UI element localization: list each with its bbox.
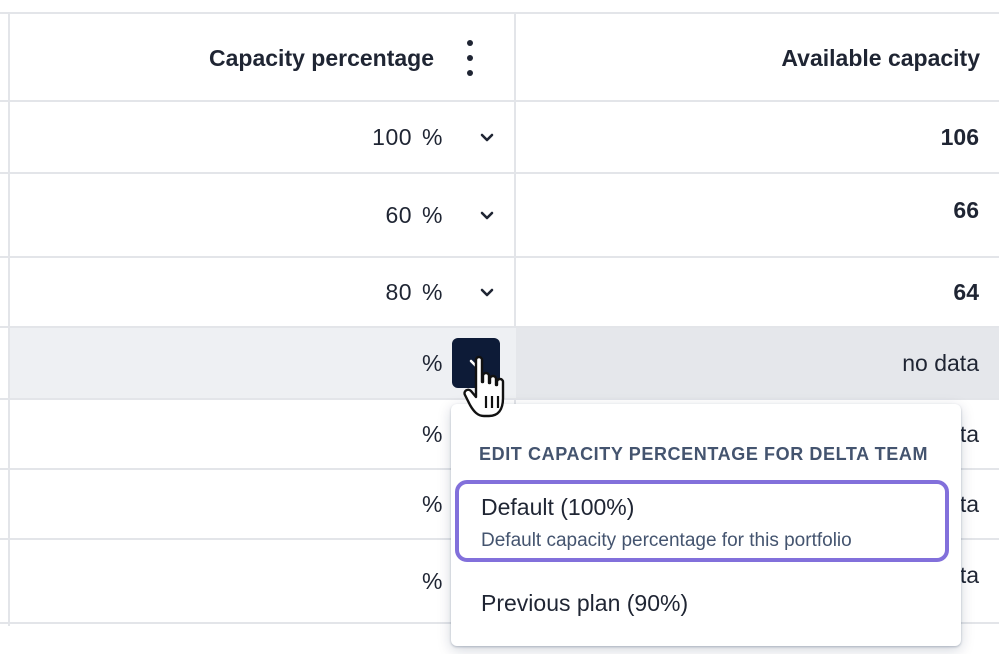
capacity-percentage-cell: 80 % xyxy=(385,258,443,326)
percent-value: 80 xyxy=(385,278,413,305)
available-capacity-cell: ta xyxy=(959,420,979,447)
column-header-label: Available capacity xyxy=(781,44,980,71)
column-divider xyxy=(514,12,516,626)
table-row: % ta xyxy=(10,540,999,622)
more-vertical-icon[interactable] xyxy=(458,38,482,78)
available-capacity-cell-bg xyxy=(516,328,999,398)
table-row: 60 % 66 xyxy=(10,174,999,256)
table-row: % ta xyxy=(10,400,999,468)
percent-sign: % xyxy=(422,123,443,150)
percent-value: 100 xyxy=(372,123,413,150)
available-capacity-cell: ta xyxy=(959,490,979,517)
available-capacity-cell: no data xyxy=(902,349,979,376)
percent-sign: % xyxy=(422,278,443,305)
capacity-percentage-cell: % xyxy=(412,470,443,538)
capacity-percentage-cell: 100 % xyxy=(372,102,443,172)
column-header-label: Capacity percentage xyxy=(209,44,434,71)
percent-value: 60 xyxy=(385,201,413,228)
percent-sign: % xyxy=(422,420,443,447)
option-default[interactable]: Default (100%) Default capacity percenta… xyxy=(455,480,949,562)
available-capacity-cell: 106 xyxy=(940,123,979,150)
option-previous-plan[interactable]: Previous plan (90%) xyxy=(455,582,949,626)
table-header xyxy=(10,14,999,102)
table-row-hovered: % no data xyxy=(10,328,999,398)
chevron-down-icon[interactable] xyxy=(464,269,510,315)
available-capacity-cell: 66 xyxy=(953,196,979,223)
table-row: 100 % 106 xyxy=(10,102,999,172)
table-left-border xyxy=(8,12,10,626)
table-top-border xyxy=(0,12,999,14)
table-row: 80 % 64 xyxy=(10,258,999,326)
capacity-percentage-dropdown: EDIT CAPACITY PERCENTAGE FOR DELTA TEAM … xyxy=(451,404,961,646)
capacity-percentage-cell: 60 % xyxy=(385,174,443,256)
column-header-available-capacity[interactable]: Available capacity xyxy=(516,14,980,102)
table-row: % ta xyxy=(10,470,999,538)
percent-sign: % xyxy=(422,490,443,517)
percent-sign: % xyxy=(422,567,443,594)
available-capacity-cell: 64 xyxy=(953,278,979,305)
percent-sign: % xyxy=(422,349,443,376)
column-header-capacity-percentage[interactable]: Capacity percentage xyxy=(10,14,434,102)
option-description: Default capacity percentage for this por… xyxy=(481,530,852,551)
header-divider xyxy=(0,100,999,102)
row-divider xyxy=(0,172,999,174)
option-label: Previous plan (90%) xyxy=(481,590,689,616)
capacity-percentage-cell: % xyxy=(412,540,443,622)
chevron-down-icon[interactable] xyxy=(452,338,500,388)
dropdown-heading: EDIT CAPACITY PERCENTAGE FOR DELTA TEAM xyxy=(479,444,929,464)
capacity-percentage-cell: % xyxy=(412,400,443,468)
row-divider xyxy=(0,326,999,328)
chevron-down-icon[interactable] xyxy=(464,192,510,238)
available-capacity-cell: ta xyxy=(959,561,979,588)
row-divider xyxy=(0,256,999,258)
chevron-down-icon[interactable] xyxy=(464,114,510,160)
percent-sign: % xyxy=(422,201,443,228)
capacity-percentage-cell: % xyxy=(412,328,443,398)
option-label: Default (100%) xyxy=(481,494,635,520)
